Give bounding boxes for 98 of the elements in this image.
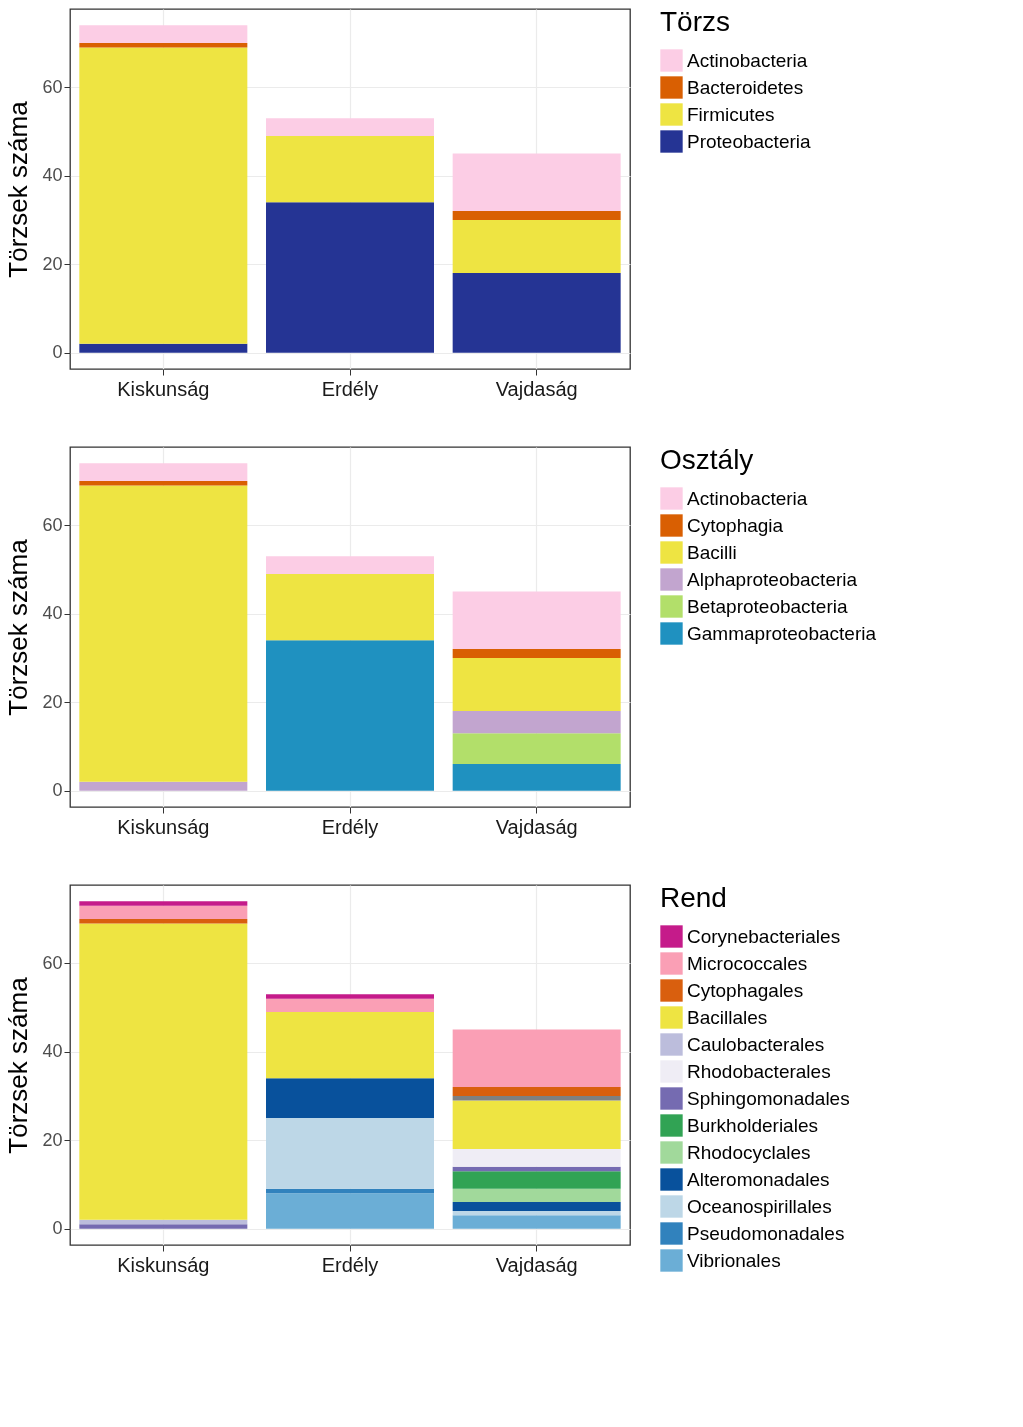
- bar: [452, 657, 621, 712]
- x-tick-label: Erdély: [321, 1253, 379, 1276]
- bar: [452, 1087, 621, 1096]
- bar: [452, 1210, 621, 1216]
- bar: [79, 1224, 248, 1229]
- legend-title: Rend: [660, 882, 727, 913]
- legend-label: Micrococcales: [687, 952, 808, 974]
- y-tick-label: 0: [52, 1218, 63, 1239]
- legend-label: Rhodocyclales: [687, 1141, 811, 1163]
- legend-label: Pseudomonadales: [687, 1222, 845, 1244]
- y-tick-label: 20: [42, 691, 63, 712]
- legend-label: Vibrionales: [687, 1249, 781, 1271]
- bar: [452, 1166, 621, 1172]
- bar: [452, 1095, 621, 1101]
- bar: [79, 485, 248, 782]
- legend-label: Oceanospirillales: [687, 1195, 832, 1217]
- bar: [266, 998, 434, 1012]
- x-tick-label: Erdély: [321, 815, 379, 838]
- y-tick-label: 60: [42, 514, 63, 535]
- x-tick-label: Vajdaság: [495, 815, 578, 838]
- bar: [452, 1171, 621, 1189]
- bar: [452, 1149, 621, 1167]
- x-tick-label: Kiskunság: [117, 1253, 210, 1276]
- legend-label: Bacilli: [687, 541, 737, 563]
- y-tick-label: 0: [52, 342, 63, 363]
- bar: [266, 1193, 434, 1229]
- legend-label: Actinobacteria: [687, 487, 808, 509]
- bar: [266, 135, 434, 203]
- legend-label: Proteobacteria: [687, 130, 812, 152]
- bar: [452, 1029, 621, 1088]
- bar: [79, 25, 248, 44]
- bar: [266, 118, 434, 136]
- x-tick-label: Vajdaság: [495, 1253, 578, 1276]
- bar: [452, 1100, 621, 1150]
- y-tick-label: 40: [42, 603, 63, 624]
- bar: [452, 649, 621, 658]
- legend-label: Burkholderiales: [687, 1114, 818, 1136]
- bar: [452, 153, 621, 212]
- bar: [452, 1202, 621, 1211]
- legend-label: Corynebacteriales: [687, 925, 841, 947]
- bar: [452, 219, 621, 274]
- legend-title: Osztály: [660, 444, 754, 475]
- y-axis-title: Törzsek száma: [3, 538, 34, 716]
- bar: [266, 640, 434, 791]
- bar: [266, 1078, 434, 1119]
- bar: [266, 573, 434, 641]
- x-tick-label: Erdély: [321, 377, 379, 400]
- bar: [79, 463, 248, 482]
- bar: [452, 1215, 621, 1229]
- legend-label: Bacillales: [687, 1006, 768, 1028]
- y-tick-label: 20: [42, 1129, 63, 1150]
- bar: [266, 1118, 434, 1189]
- bar: [79, 1219, 248, 1225]
- bar: [79, 923, 248, 1220]
- bar: [266, 202, 434, 353]
- legend-label: Alteromonadales: [687, 1168, 830, 1190]
- y-axis-title: Törzsek száma: [3, 976, 34, 1154]
- legend-label: Rhodobacterales: [687, 1060, 831, 1082]
- bar: [452, 711, 621, 734]
- legend-label: Caulobacterales: [687, 1033, 825, 1055]
- y-tick-label: 40: [42, 165, 63, 186]
- legend-title: Törzs: [660, 6, 730, 37]
- bar: [452, 591, 621, 650]
- y-tick-label: 0: [52, 780, 63, 801]
- bar: [79, 343, 248, 353]
- legend-label: Betaproteobacteria: [687, 595, 848, 617]
- bar: [452, 211, 621, 220]
- legend-label: Actinobacteria: [687, 49, 808, 71]
- bar: [266, 1188, 434, 1194]
- y-tick-label: 60: [42, 76, 63, 97]
- x-tick-label: Kiskunság: [117, 377, 210, 400]
- bar: [79, 47, 248, 344]
- legend-label: Bacteroidetes: [687, 76, 804, 98]
- bar: [79, 905, 248, 920]
- bar: [79, 43, 248, 48]
- x-tick-label: Vajdaság: [495, 377, 578, 400]
- bar: [452, 733, 621, 765]
- legend-label: Sphingomonadales: [687, 1087, 850, 1109]
- bar: [452, 764, 621, 791]
- bar: [266, 1011, 434, 1079]
- legend-label: Alphaproteobacteria: [687, 568, 858, 590]
- bar: [452, 273, 621, 353]
- legend-label: Cytophagales: [687, 979, 804, 1001]
- legend-label: Gammaproteobacteria: [687, 622, 877, 644]
- y-tick-label: 20: [42, 253, 63, 274]
- y-tick-label: 40: [42, 1041, 63, 1062]
- bar: [79, 901, 248, 906]
- bar: [79, 919, 248, 924]
- legend-label: Cytophagia: [687, 514, 784, 536]
- y-tick-label: 60: [42, 952, 63, 973]
- bar: [79, 481, 248, 486]
- bar: [452, 1188, 621, 1203]
- bar: [79, 781, 248, 791]
- legend-label: Firmicutes: [687, 103, 775, 125]
- bar: [266, 556, 434, 574]
- y-axis-title: Törzsek száma: [3, 100, 34, 278]
- bar: [266, 994, 434, 999]
- x-tick-label: Kiskunság: [117, 815, 210, 838]
